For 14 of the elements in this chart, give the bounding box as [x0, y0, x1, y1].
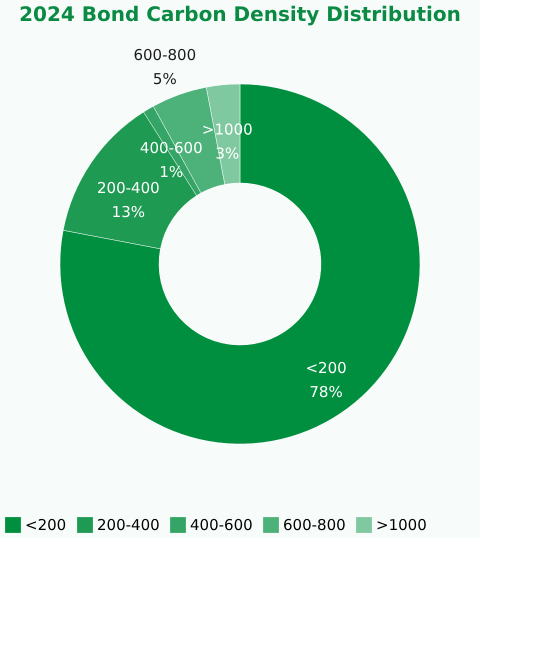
legend-label: 200-400 — [97, 516, 160, 534]
data-label: 1% — [159, 162, 184, 181]
data-label: 78% — [309, 383, 343, 402]
legend-label: >1000 — [376, 516, 427, 534]
slice-label: 200-400 — [97, 179, 160, 198]
legend-label: 400-600 — [190, 516, 253, 534]
chart-title: 2024 Bond Carbon Density Distribution — [19, 2, 461, 26]
data-label: 13% — [112, 203, 146, 222]
legend-label: <200 — [25, 516, 66, 534]
donut-slice — [60, 84, 420, 444]
data-label: 5% — [152, 70, 177, 88]
slice-label: 600-800 — [133, 46, 196, 64]
legend-label: 600-800 — [283, 516, 346, 534]
slice-label: <200 — [305, 359, 347, 378]
